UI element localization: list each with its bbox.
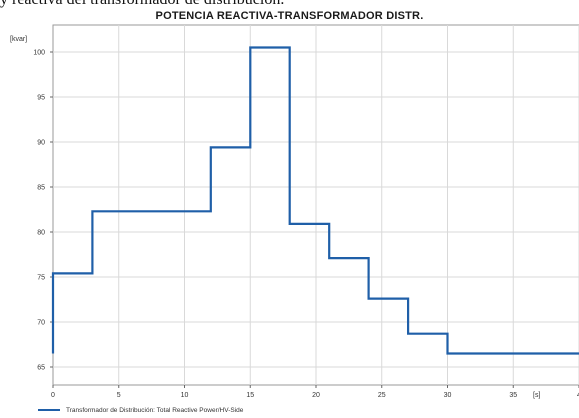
y-axis-label: [kvar] [10, 36, 27, 43]
y-tick-label: 70 [37, 320, 45, 327]
x-axis-label: [s] [533, 392, 540, 399]
y-tick-label: 90 [37, 140, 45, 147]
legend-label: Transformador de Distribución: Total Rea… [66, 406, 244, 414]
x-tick-label: 30 [444, 392, 452, 399]
x-tick-label: 4 [577, 392, 579, 399]
document-caption: y reactiva del transformador de distribu… [0, 0, 579, 11]
y-tick-label: 80 [37, 230, 45, 237]
series-line [51, 46, 579, 355]
x-tick-label: 15 [246, 392, 254, 399]
y-tick-label: 100 [33, 50, 45, 57]
legend: Transformador de Distribución: Total Rea… [38, 404, 243, 416]
legend-swatch-icon [38, 409, 60, 411]
x-tick-label: 10 [181, 392, 189, 399]
y-tick-label: 65 [37, 365, 45, 372]
x-tick-label: 0 [51, 392, 55, 399]
x-tick-label: 20 [312, 392, 320, 399]
y-tick-label: 75 [37, 275, 45, 282]
y-tick-label: 85 [37, 185, 45, 192]
chart-title: POTENCIA REACTIVA-TRANSFORMADOR DISTR. [155, 10, 424, 22]
x-tick-label: 5 [117, 392, 121, 399]
x-tick-label: 35 [509, 392, 517, 399]
y-tick-label: 95 [37, 95, 45, 102]
x-tick-label: 25 [378, 392, 386, 399]
